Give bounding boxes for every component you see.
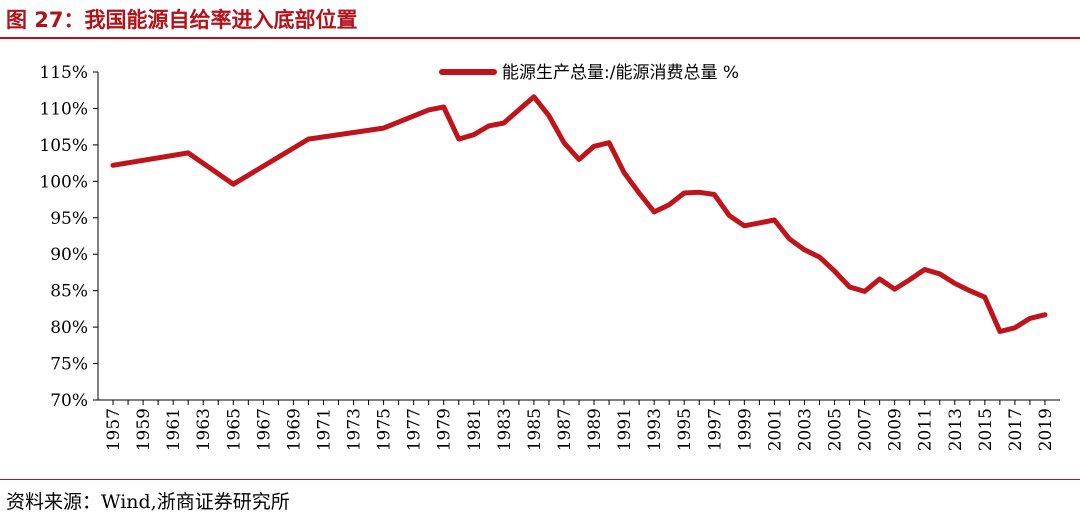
y-tick-label: 90% bbox=[50, 245, 88, 265]
x-tick-label: 2011 bbox=[916, 408, 936, 451]
y-tick-label: 100% bbox=[39, 172, 88, 192]
x-tick-label: 1995 bbox=[675, 408, 695, 451]
y-axis-ticks: 70% 75% 80% 85% 90% 95% 100% 105% 110% 115% bbox=[39, 63, 98, 411]
source-note: 资料来源：Wind,浙商证券研究所 bbox=[6, 491, 290, 513]
x-tick-label: 2009 bbox=[886, 408, 906, 451]
x-tick-label: 1983 bbox=[495, 408, 515, 451]
x-tick-label: 2005 bbox=[826, 408, 846, 451]
chart-legend: 能源生产总量:/能源消费总量 % bbox=[439, 63, 739, 83]
x-tick-label: 1981 bbox=[465, 408, 485, 451]
y-tick-label: 85% bbox=[50, 282, 88, 302]
x-tick-label: 1959 bbox=[134, 408, 154, 451]
x-tick-label: 1979 bbox=[435, 408, 455, 451]
y-tick-label: 105% bbox=[39, 136, 88, 156]
y-tick-label: 110% bbox=[39, 99, 88, 119]
x-tick-label: 2001 bbox=[765, 408, 785, 451]
x-tick-label: 2015 bbox=[976, 408, 996, 451]
x-tick-label: 1973 bbox=[345, 408, 365, 451]
x-tick-label: 1957 bbox=[104, 408, 124, 451]
x-tick-label: 1963 bbox=[194, 408, 214, 451]
y-tick-label: 80% bbox=[50, 318, 88, 338]
x-tick-label: 1991 bbox=[615, 408, 635, 451]
y-tick-label: 95% bbox=[50, 209, 88, 229]
title-divider bbox=[0, 37, 1080, 39]
x-tick-label: 2003 bbox=[795, 408, 815, 451]
chart-series bbox=[110, 94, 1048, 334]
y-tick-label: 115% bbox=[39, 63, 88, 83]
x-tick-label: 1997 bbox=[705, 408, 725, 451]
x-tick-label: 1961 bbox=[164, 408, 184, 451]
x-tick-label: 2007 bbox=[856, 408, 876, 451]
x-tick-label: 1969 bbox=[284, 408, 304, 451]
x-tick-label: 1967 bbox=[254, 408, 274, 451]
y-tick-label: 75% bbox=[50, 355, 88, 375]
x-tick-label: 2019 bbox=[1036, 408, 1056, 451]
chart-title: 图 27：我国能源自给率进入底部位置 bbox=[6, 8, 358, 32]
x-tick-label: 2017 bbox=[1006, 408, 1026, 451]
x-tick-label: 1975 bbox=[375, 408, 395, 451]
line-chart: 70%75%80%85%90%95%100%105%110%115% 1957 1… bbox=[39, 63, 1060, 451]
x-tick-label: 1971 bbox=[314, 408, 334, 451]
x-tick-label: 1999 bbox=[735, 408, 755, 451]
series-line bbox=[110, 94, 1048, 334]
footer-divider bbox=[0, 479, 1080, 480]
x-tick-label: 1987 bbox=[555, 408, 575, 451]
x-tick-label: 1989 bbox=[585, 408, 605, 451]
x-tick-label: 1965 bbox=[224, 408, 244, 451]
x-tick-label: 1993 bbox=[645, 408, 665, 451]
x-tick-label: 1977 bbox=[405, 408, 425, 451]
y-tick-label: 70% bbox=[50, 391, 88, 411]
x-tick-label: 2013 bbox=[946, 408, 966, 451]
chart-axes bbox=[97, 72, 1060, 401]
legend-label: 能源生产总量:/能源消费总量 % bbox=[502, 63, 739, 83]
x-tick-label: 1985 bbox=[525, 408, 545, 451]
x-axis-ticks: 1957 1959 1961 1963 1965 1967 1969 1971 1973 1975… bbox=[104, 400, 1056, 451]
